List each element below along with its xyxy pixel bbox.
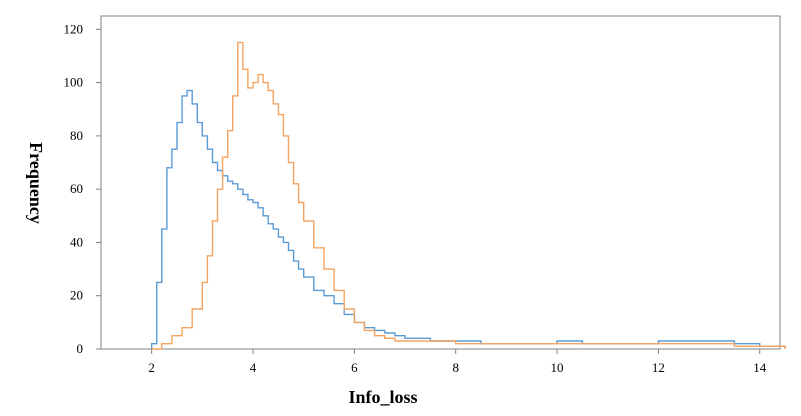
x-tick-label: 10 xyxy=(551,360,564,375)
y-axis-ticks: 0 20 40 60 80 100 120 xyxy=(64,21,101,356)
series-line-2 xyxy=(151,41,786,350)
x-axis-title: Info_loss xyxy=(348,387,417,407)
x-tick-label: 14 xyxy=(753,360,767,375)
series-line-1 xyxy=(151,89,786,349)
y-tick-label: 40 xyxy=(70,234,83,249)
y-tick-label: 0 xyxy=(77,341,84,356)
x-tick-label: 2 xyxy=(148,360,155,375)
x-tick-label: 12 xyxy=(652,360,665,375)
x-tick-label: 4 xyxy=(250,360,257,375)
x-tick-label: 6 xyxy=(351,360,358,375)
x-tick-label: 8 xyxy=(452,360,459,375)
y-tick-label: 80 xyxy=(70,128,83,143)
y-tick-label: 120 xyxy=(64,21,84,36)
y-axis-title: Frequency xyxy=(26,142,46,224)
x-axis-ticks: 2 4 6 8 10 12 14 xyxy=(148,349,767,375)
series-layer xyxy=(151,41,786,350)
y-tick-label: 60 xyxy=(70,181,83,196)
y-tick-label: 100 xyxy=(64,75,84,90)
plot-area-frame xyxy=(100,15,781,350)
y-tick-label: 20 xyxy=(70,288,83,303)
